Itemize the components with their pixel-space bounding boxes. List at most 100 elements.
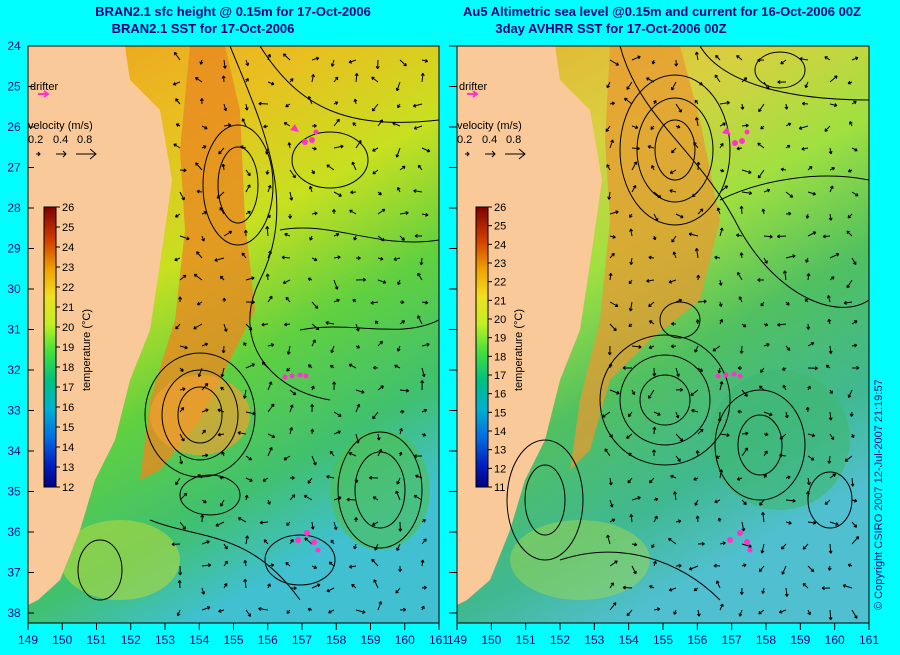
current-vector: [282, 279, 291, 285]
current-vector: [355, 345, 361, 349]
current-vector: [631, 55, 641, 61]
current-vector: [758, 103, 765, 113]
current-vector: [653, 191, 662, 199]
colorbar-tick-label: 18: [494, 351, 506, 363]
current-vector: [414, 233, 423, 238]
current-vector: [377, 191, 382, 196]
current-vector: [241, 252, 247, 259]
current-vector: [330, 59, 335, 67]
current-vector: [741, 431, 749, 436]
current-vector: [237, 431, 247, 435]
current-vector: [669, 189, 677, 193]
current-vector: [651, 543, 655, 549]
colorbar-tick-label: 24: [494, 239, 506, 251]
left-velocity-scale-3: 0.8: [77, 134, 92, 146]
lat-tick-label: 29: [7, 242, 21, 256]
current-vector: [675, 103, 682, 113]
current-vector: [179, 455, 184, 465]
current-vector: [267, 433, 276, 439]
current-vector: [609, 518, 616, 523]
current-vector: [244, 494, 249, 501]
current-vector: [396, 345, 401, 352]
colorbar-tick-label: 23: [494, 258, 506, 270]
current-vector: [267, 583, 271, 589]
current-vector: [738, 296, 743, 303]
current-vector: [715, 455, 721, 459]
current-vector: [351, 583, 357, 589]
current-vector: [352, 122, 357, 127]
current-vector: [828, 609, 833, 621]
current-vector: [346, 497, 357, 502]
current-vector: [607, 345, 612, 356]
current-vector: [606, 534, 611, 545]
right-drifter-tracks: [715, 127, 753, 553]
current-vector: [175, 323, 181, 330]
colorbar-tick-label: 12: [62, 482, 74, 494]
current-vector: [399, 235, 405, 241]
current-vector: [223, 123, 232, 128]
current-vector: [311, 385, 315, 391]
current-vector: [245, 455, 252, 461]
current-vector: [399, 388, 410, 393]
colorbar-tick-label: 13: [62, 462, 74, 474]
current-vector: [221, 345, 226, 354]
current-vector: [849, 121, 853, 127]
current-vector: [310, 521, 315, 530]
current-vector: [827, 318, 832, 325]
current-vector: [827, 565, 832, 571]
current-vector: [245, 276, 255, 281]
current-vector: [847, 168, 853, 173]
current-vector: [223, 583, 228, 589]
current-vector: [851, 320, 858, 325]
current-vector: [177, 579, 182, 589]
colorbar-tick-label: 20: [62, 322, 74, 334]
colorbar-tick-label: 25: [62, 222, 74, 234]
current-vector: [851, 521, 858, 528]
current-vector: [826, 294, 831, 303]
current-vector: [176, 609, 181, 617]
current-vector: [415, 474, 423, 479]
current-vector: [413, 494, 423, 501]
current-vector: [784, 411, 789, 419]
current-vector: [243, 229, 248, 237]
left-map-panel: drifter velocity (m/s) 0.2 0.4 0.8 26252…: [27, 45, 440, 624]
current-vector: [352, 298, 357, 303]
current-vector: [267, 446, 273, 457]
colorbar-tick-label: 14: [62, 442, 74, 454]
lat-tick-label: 25: [7, 80, 21, 94]
current-vector: [175, 123, 181, 127]
current-vector: [419, 257, 424, 266]
current-vector: [719, 142, 724, 149]
current-vector: [759, 385, 765, 391]
current-vector: [355, 277, 367, 282]
right-velocity-scale-2: 0.4: [482, 134, 497, 146]
current-vector: [670, 344, 677, 349]
current-vector: [828, 345, 833, 354]
current-vector: [368, 475, 379, 480]
current-vector: [739, 587, 744, 595]
current-vector: [648, 301, 655, 308]
current-vector: [675, 367, 680, 377]
right-colorbar-label: temperature (°C): [513, 309, 525, 391]
current-vector: [178, 296, 183, 303]
current-vector: [609, 323, 617, 332]
current-vector: [355, 609, 366, 614]
current-vector: [325, 320, 335, 325]
current-vector: [807, 520, 817, 525]
left-lon-tick-label: 150: [52, 633, 72, 647]
current-vector: [763, 257, 768, 264]
current-vector: [331, 209, 336, 215]
current-vector: [354, 477, 359, 484]
current-vector: [846, 279, 853, 289]
current-vector: [355, 433, 360, 444]
current-vector: [310, 403, 315, 413]
right-lon-tick-label: 158: [756, 633, 776, 647]
current-vector: [355, 323, 360, 332]
current-vector: [258, 606, 269, 611]
current-vector: [307, 96, 313, 105]
current-vector: [353, 543, 358, 550]
current-vector: [697, 367, 704, 372]
current-vector: [609, 101, 615, 106]
current-vector: [672, 251, 677, 259]
current-vector: [829, 185, 834, 193]
